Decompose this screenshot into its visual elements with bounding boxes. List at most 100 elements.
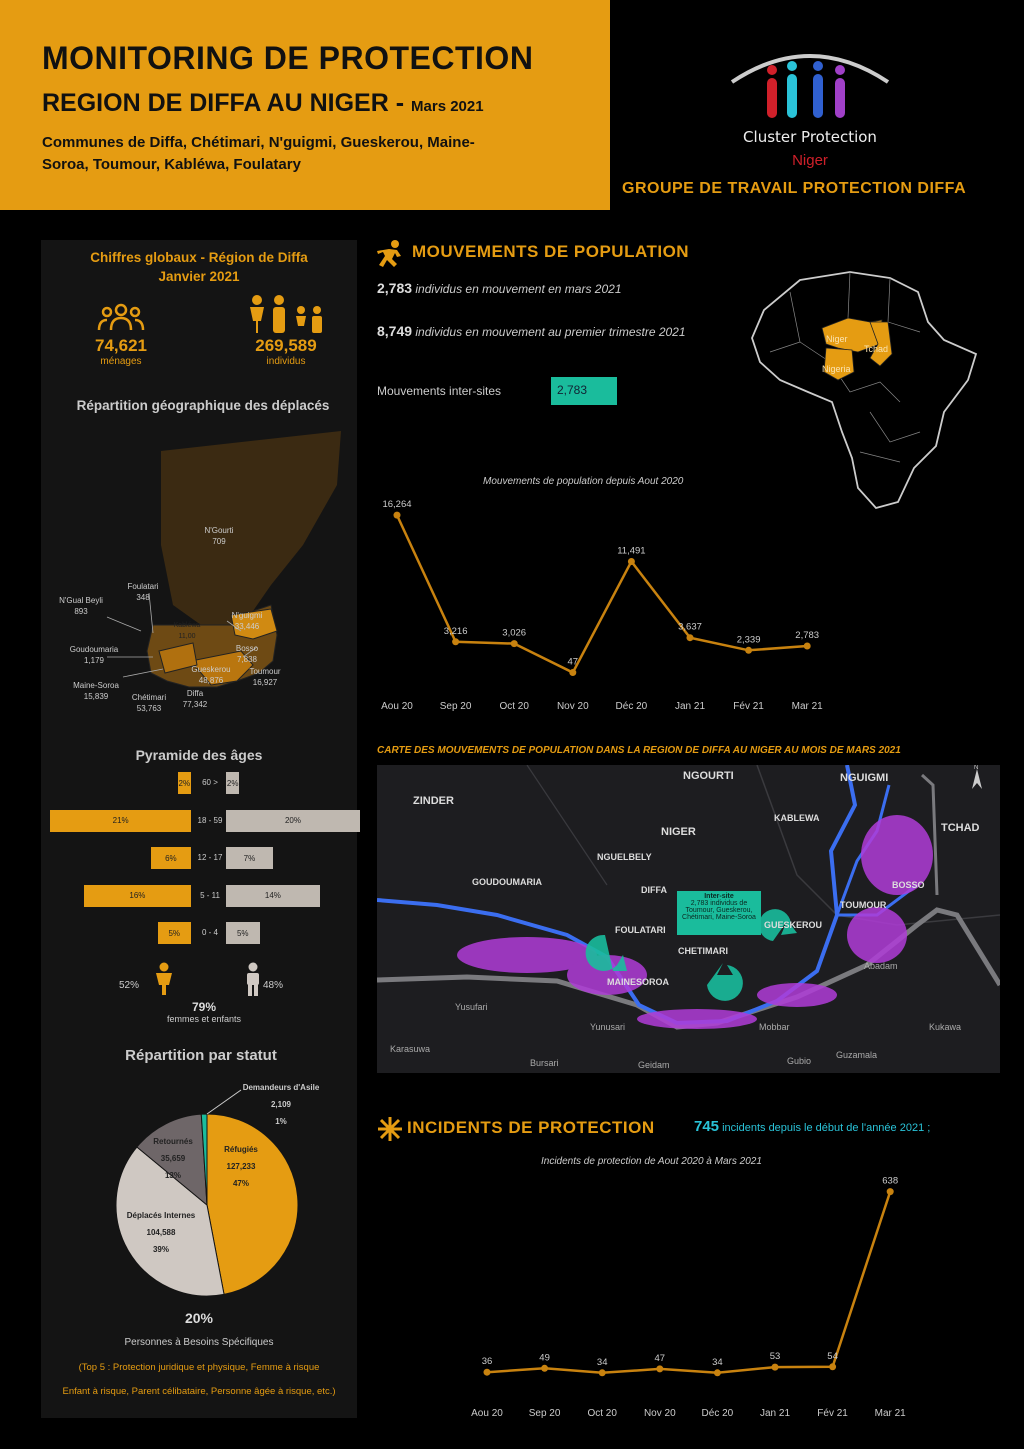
x-tick-label: Déc 20 <box>702 1408 734 1419</box>
data-point <box>510 640 518 648</box>
geo-value: 893 <box>74 607 88 616</box>
burst-icon <box>378 1117 402 1141</box>
data-point <box>745 646 753 654</box>
movement-line-chart: 16,264 Aou 20 3,216 Sep 20 3,026 Oct 20 47 Nov … <box>381 499 824 712</box>
data-label: 3,026 <box>502 628 526 639</box>
page-subtitle: REGION DE DIFFA AU NIGER - Mars 2021 <box>42 89 610 118</box>
pyramid-age-label: 18 - 59 <box>197 815 223 825</box>
data-point <box>393 511 401 519</box>
households-label: ménages <box>100 356 142 367</box>
pie-label-text: 39% <box>153 1245 169 1254</box>
logo-line2: Niger <box>792 152 828 169</box>
month-label: Mars 2021 <box>411 98 484 115</box>
geo-value: 1,179 <box>83 656 105 665</box>
x-tick-label: Mar 21 <box>875 1408 907 1419</box>
pyramid-bar-female: 16% <box>83 884 191 907</box>
pie-label-text: 47% <box>233 1179 249 1188</box>
x-tick-label: Aou 20 <box>471 1408 503 1419</box>
diffa-movement-map <box>377 765 1000 1073</box>
data-label: 3,216 <box>444 626 468 637</box>
data-label: 2,783 <box>795 630 819 641</box>
map-place-label: BOSSO <box>892 880 925 890</box>
geo-name: Kabléwa <box>173 622 201 629</box>
pie-label-text: 127,233 <box>227 1162 256 1171</box>
logo-figures-icon <box>730 54 890 118</box>
pie-slice-label: Demandeurs d'Asile 2,109 1% <box>243 1083 320 1126</box>
pyramid-age-label: 12 - 17 <box>197 853 223 862</box>
individuals-label: individus <box>266 356 306 367</box>
map-place-label: CHETIMARI <box>678 946 728 956</box>
pyramid-age-label: 60 > <box>202 778 218 787</box>
data-label: 16,264 <box>382 499 411 510</box>
map-place-label: Abadam <box>864 961 898 971</box>
data-label: 49 <box>539 1352 550 1363</box>
geo-value: 709 <box>212 537 226 546</box>
geo-name: Chétimari <box>131 693 167 702</box>
geo-name: N'Gual Beyli <box>59 596 103 605</box>
series-line <box>486 1191 892 1375</box>
map-place-label: NGUIGMI <box>840 772 889 784</box>
geo-value: 16,927 <box>252 678 278 687</box>
pie-slice-label: Réfugiés 127,233 47% <box>224 1145 258 1188</box>
x-tick-label: Mar 21 <box>792 701 824 712</box>
male-total: 48% <box>263 980 284 991</box>
geo-label-goudoumaria: Goudoumaria 1,179 <box>61 644 127 666</box>
pyramid-bar-male: 14% <box>226 884 320 907</box>
data-label: 47 <box>655 1353 666 1364</box>
geo-name: N'Gourti <box>204 526 234 535</box>
data-point <box>829 1363 837 1371</box>
map-callout-text: 2,783 individus de Toumour, Gueskerou, C… <box>682 900 756 921</box>
map-place-label: Guzamala <box>836 1050 878 1060</box>
map-place-label: FOULATARI <box>615 925 666 935</box>
x-tick-label: Jan 21 <box>760 1408 790 1419</box>
map-place-label: Karasuwa <box>390 1044 431 1054</box>
map-place-label: Kukawa <box>929 1022 962 1032</box>
geo-value: 77,342 <box>182 700 208 709</box>
data-point <box>686 634 694 642</box>
geo-label-maine-soroa: Maine-Soroa 15,839 <box>63 680 129 702</box>
map-place-label: NGOURTI <box>683 770 734 782</box>
x-tick-label: Aou 20 <box>381 701 413 712</box>
individuals-value: 269,589 <box>255 336 317 355</box>
geo-value: 348 <box>136 593 150 602</box>
specific-needs-pct: 20% <box>184 1310 214 1326</box>
x-tick-label: Oct 20 <box>587 1408 617 1419</box>
pyramid-age-label: 0 - 4 <box>201 928 218 937</box>
data-point <box>483 1368 491 1376</box>
map-callout-title: Inter-site <box>704 893 734 900</box>
movements-stat2-text: individus en mouvement au premier trimes… <box>415 325 686 339</box>
pie-label-text: 2,109 <box>271 1100 292 1109</box>
geo-name: Diffa <box>186 689 204 698</box>
communes-list: Communes de Diffa, Chétimari, N'guigmi, … <box>42 134 475 173</box>
geo-label-ngual-beyli: N'Gual Beyli 893 <box>55 595 107 617</box>
women-children-label: femmes et enfants <box>166 1014 242 1024</box>
data-label: 11,491 <box>617 545 645 556</box>
map-place-label: NIGER <box>661 826 696 838</box>
global-title-line1: Chiffres globaux - Région de Diffa <box>90 250 308 265</box>
inter-sites-value: 2,783 <box>551 377 617 405</box>
map-place-label: Bursari <box>530 1058 559 1068</box>
pyramid-bar-male: 2% <box>226 772 240 794</box>
diffa-region-map <box>106 431 341 688</box>
pie-label-text: Retournés <box>153 1137 193 1146</box>
group-icon <box>97 303 145 331</box>
women-children-pct: 79% <box>191 1000 217 1014</box>
top5-line1: (Top 5 : Protection juridique et physiqu… <box>78 1362 320 1373</box>
data-label: 34 <box>712 1357 723 1368</box>
movements-stat1: 2,783 individus en mouvement en mars 202… <box>377 280 622 296</box>
map-place-label: Yusufari <box>455 1002 488 1012</box>
africa-label-tchad: Tchad <box>864 344 889 354</box>
female-total: 52% <box>119 980 140 991</box>
movements-title: MOUVEMENTS DE POPULATION <box>412 242 690 261</box>
map-place-label: DIFFA <box>641 885 667 895</box>
data-point <box>886 1188 894 1196</box>
pie-label-text: Déplacés Internes <box>127 1211 196 1220</box>
svg-text:N: N <box>974 765 978 771</box>
geo-name: Foulatari <box>127 582 159 591</box>
geo-name: Toumour <box>249 667 281 676</box>
individuals-stat: 269,589 individus <box>231 336 341 367</box>
geo-label-gueskerou: Gueskerou 48,876 <box>181 664 241 686</box>
top5-line2: Enfant à risque, Parent célibataire, Per… <box>62 1386 336 1397</box>
pyramid-bar-male: 5% <box>226 922 260 944</box>
page-title: MONITORING DE PROTECTION <box>42 40 534 76</box>
